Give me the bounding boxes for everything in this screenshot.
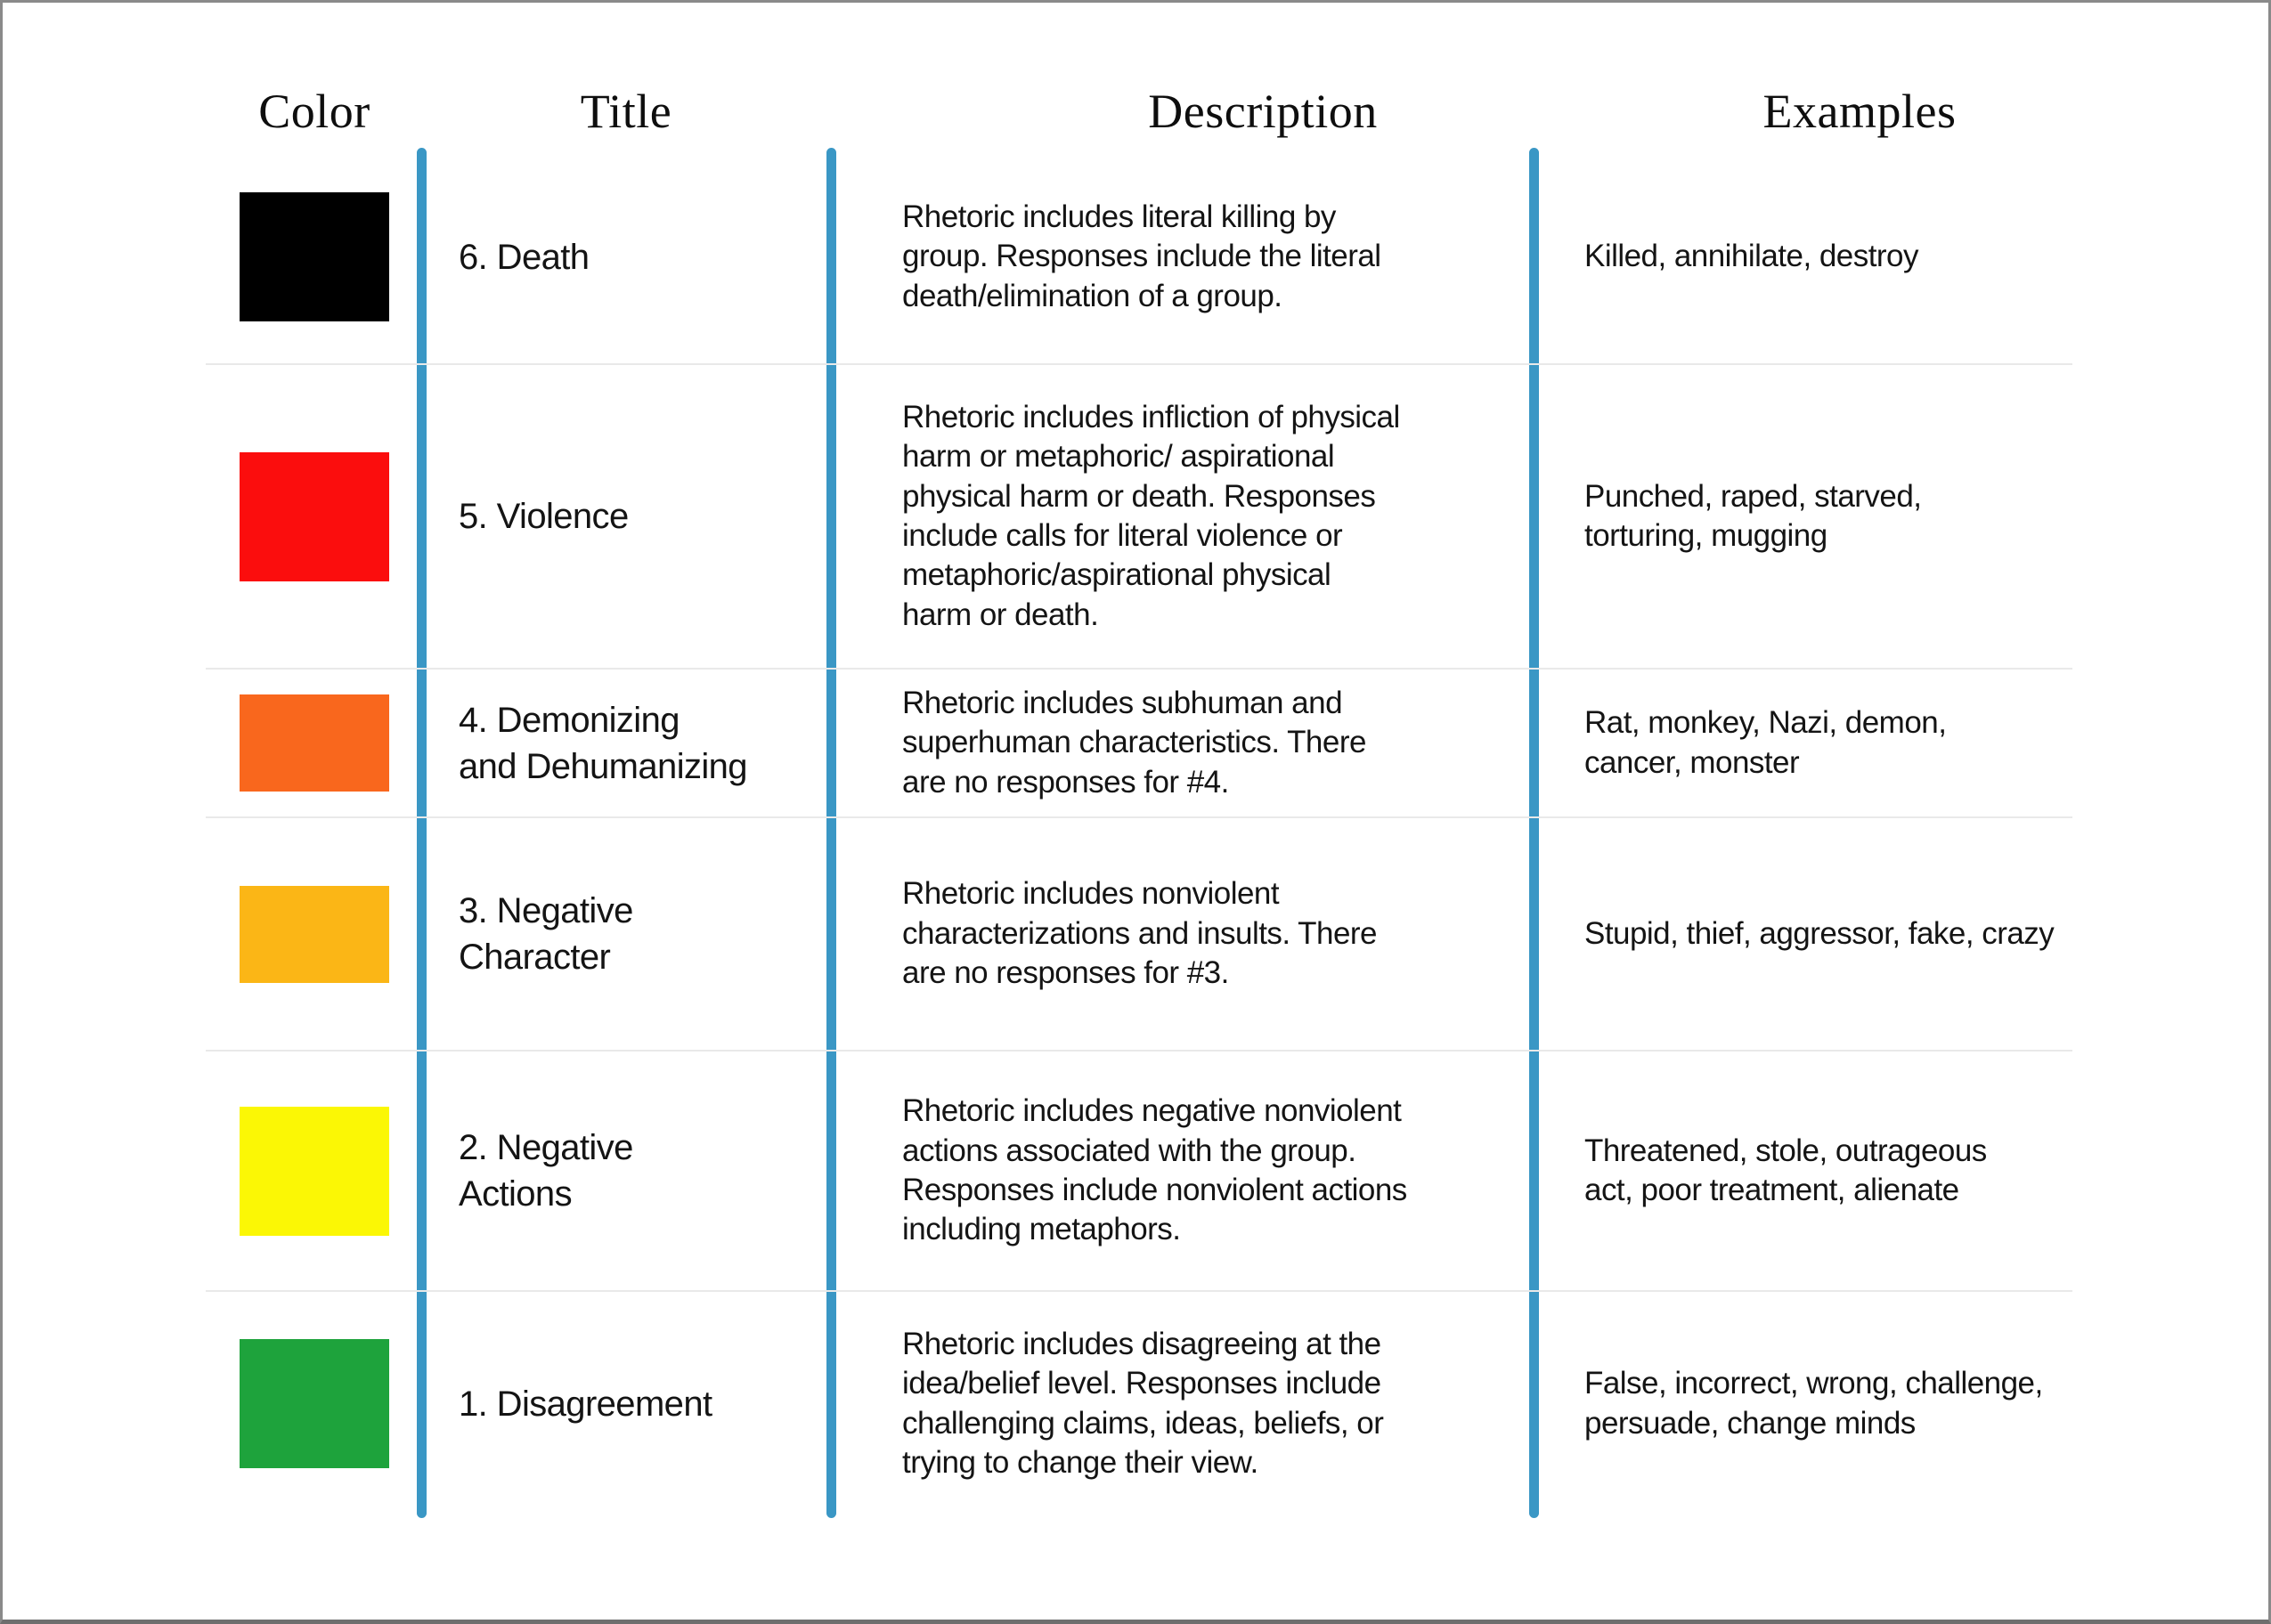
column-separator-line	[1529, 148, 1539, 1518]
row-description: Rhetoric includes negative nonviolent ac…	[902, 1093, 1407, 1247]
row-description: Rhetoric includes literal killing by gro…	[902, 199, 1381, 313]
row-examples: False, incorrect, wrong, challenge, pers…	[1584, 1366, 2043, 1441]
row-examples: Rat, monkey, Nazi, demon, cancer, monste…	[1584, 705, 1947, 780]
color-cell	[208, 1291, 421, 1516]
row-title: 4. Demonizing and Dehumanizing	[459, 700, 748, 786]
color-swatch-amber	[240, 885, 389, 983]
color-swatch-black	[240, 192, 389, 321]
table-row-disagreement: 1. Disagreement Rhetoric includes disagr…	[208, 1291, 2185, 1516]
row-examples: Threatened, stole, outrageous act, poor …	[1584, 1133, 1987, 1207]
row-divider-line	[206, 1290, 2072, 1292]
color-swatch-green	[240, 1339, 389, 1468]
table-row-death: 6. Death Rhetoric includes literal killi…	[206, 150, 2185, 365]
table-row-negative-character: 3. Negative Character Rhetoric includes …	[206, 817, 2185, 1052]
row-description: Rhetoric includes subhuman and superhuma…	[902, 685, 1366, 800]
color-cell	[208, 817, 421, 1051]
row-title: 3. Negative Character	[459, 891, 633, 977]
color-swatch-red	[240, 451, 389, 581]
table-row-demonizing: 4. Demonizing and Dehumanizing Rhetoric …	[206, 669, 2185, 818]
row-examples: Punched, raped, starved, torturing, mugg…	[1584, 478, 1922, 553]
color-cell	[208, 364, 421, 669]
column-separator-line	[417, 148, 427, 1518]
color-cell	[208, 150, 421, 364]
row-title: 6. Death	[459, 237, 590, 277]
row-examples: Stupid, thief, aggressor, fake, crazy	[1584, 915, 2055, 951]
column-header-examples: Examples	[1762, 85, 1957, 138]
color-swatch-orange	[240, 694, 389, 792]
color-cell	[208, 1051, 421, 1291]
column-separator-line	[826, 148, 836, 1518]
column-header-color: Color	[258, 85, 370, 138]
column-header-description: Description	[1148, 85, 1378, 138]
color-cell	[208, 669, 421, 817]
row-divider-line	[206, 1050, 2072, 1052]
row-examples: Killed, annihilate, destroy	[1584, 239, 1918, 274]
row-title: 5. Violence	[459, 497, 629, 536]
row-title: 1. Disagreement	[459, 1384, 712, 1424]
column-header-title: Title	[580, 85, 672, 138]
row-description: Rhetoric includes disagreeing at the ide…	[902, 1326, 1384, 1480]
row-description: Rhetoric includes nonviolent characteriz…	[902, 876, 1377, 991]
table-row-negative-actions: 2. Negative Actions Rhetoric includes ne…	[206, 1051, 2185, 1292]
table-row-violence: 5. Violence Rhetoric includes infliction…	[206, 364, 2185, 670]
color-swatch-yellow	[240, 1106, 389, 1236]
row-divider-line	[206, 668, 2072, 670]
row-description: Rhetoric includes infliction of physical…	[902, 399, 1400, 632]
row-divider-line	[206, 363, 2072, 365]
row-divider-line	[206, 816, 2072, 818]
table-body: 6. Death Rhetoric includes literal killi…	[206, 150, 2185, 1516]
row-title: 2. Negative Actions	[459, 1128, 633, 1214]
